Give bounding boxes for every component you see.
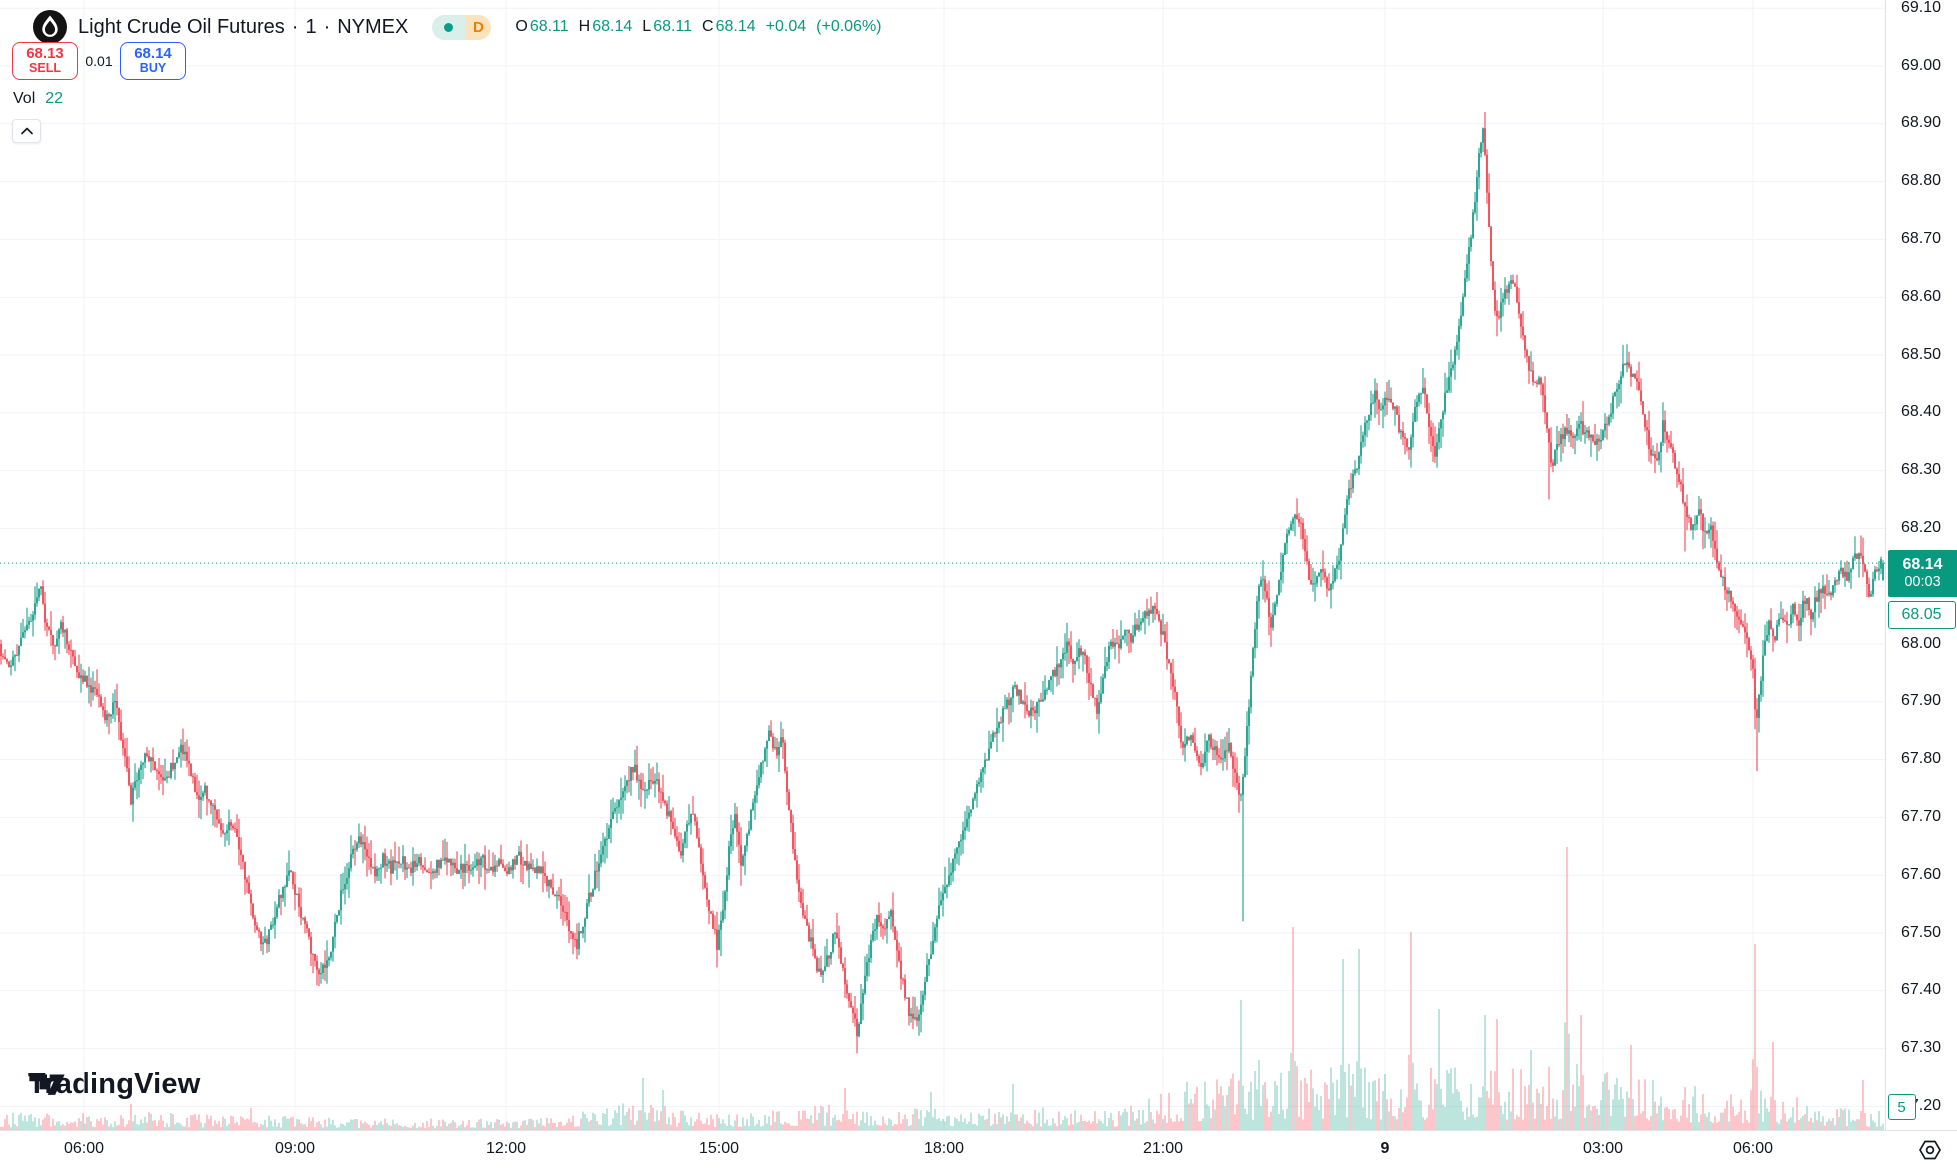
axis-small-badge: 5 (1887, 1094, 1916, 1121)
chart-plot-area[interactable]: TradingView (0, 0, 1885, 1130)
price-axis-label: 68.30 (1901, 461, 1942, 479)
price-alert-badge[interactable]: 68.05 (1887, 601, 1956, 630)
buy-button[interactable]: 68.14 BUY (120, 42, 186, 80)
volume-readout: Vol 22 (13, 90, 63, 108)
bar-countdown: 00:03 (1904, 574, 1941, 591)
price-axis-label: 69.00 (1901, 56, 1942, 74)
market-status-dot-icon (444, 22, 454, 32)
tradingview-logo-icon (29, 1074, 65, 1095)
current-price-value: 68.14 (1902, 556, 1943, 574)
price-axis-label: 67.90 (1901, 692, 1942, 710)
spread-value: 0.01 (85, 53, 113, 69)
time-axis-label: 9 (1380, 1140, 1390, 1157)
change-percent: (+0.06%) (816, 18, 882, 35)
trade-buttons: 68.13 SELL 0.01 68.14 BUY (12, 42, 186, 80)
price-axis-label: 67.50 (1901, 923, 1942, 941)
candle-wicks-up (10, 127, 1884, 1038)
volume-bars-down (0, 847, 1878, 1130)
time-axis-label: 09:00 (274, 1140, 316, 1157)
volume-value: 22 (45, 90, 64, 107)
price-axis-label: 68.70 (1901, 229, 1942, 247)
price-axis-label: 68.20 (1901, 518, 1942, 536)
candle-bodies-up (10, 128, 1884, 1037)
collapse-legend-button[interactable] (12, 119, 41, 143)
symbol-logo-oil-drop-icon (33, 10, 67, 44)
symbol-name: Light Crude Oil Futures (78, 15, 285, 38)
time-axis-label: 12:00 (485, 1140, 527, 1157)
price-axis[interactable]: 68.14 00:03 68.05 5 67.20 67.30 67.40 67.50… (1885, 0, 1957, 1130)
market-open-indicator[interactable] (432, 14, 466, 40)
market-status-pill[interactable]: D (432, 14, 492, 40)
time-axis-label: 21:00 (1142, 1140, 1184, 1157)
low-value: 68.11 (653, 18, 693, 35)
tradingview-watermark[interactable]: TradingView (28, 1068, 201, 1101)
price-axis-label: 68.40 (1901, 403, 1942, 421)
buy-price: 68.14 (134, 44, 172, 62)
volume-bars-up (10, 949, 1884, 1130)
open-value: 68.11 (529, 18, 569, 35)
price-axis-label: 67.60 (1901, 865, 1942, 883)
time-axis-label: 18:00 (923, 1140, 965, 1157)
current-price-badge: 68.14 00:03 (1887, 550, 1957, 598)
time-axis[interactable]: 06:00 09:00 12:00 15:00 18:00 21:00 9 03:00 06:0… (0, 1130, 1957, 1170)
time-axis-label: 06:00 (1732, 1140, 1774, 1157)
candle-bodies-down (0, 128, 1878, 1037)
price-axis-label: 67.40 (1901, 981, 1942, 999)
chevron-up-icon (20, 127, 33, 135)
price-axis-label: 68.90 (1901, 114, 1942, 132)
symbol-exchange: NYMEX (337, 15, 409, 38)
price-axis-label: 68.00 (1901, 634, 1942, 652)
time-axis-label: 03:00 (1582, 1140, 1624, 1157)
sell-button[interactable]: 68.13 SELL (12, 42, 78, 80)
symbol-title[interactable]: Light Crude Oil Futures · 1 · NYMEX (78, 15, 409, 38)
daily-interval-badge[interactable]: D (465, 14, 492, 40)
price-axis-label: 67.30 (1901, 1039, 1942, 1057)
time-axis-label: 06:00 (63, 1140, 105, 1157)
sell-price: 68.13 (26, 44, 64, 62)
price-axis-label: 68.50 (1901, 345, 1942, 363)
price-axis-label: 68.60 (1901, 287, 1942, 305)
volume-label: Vol (13, 90, 36, 107)
candlestick-chart (0, 0, 1885, 1130)
symbol-interval: 1 (305, 15, 317, 38)
time-axis-label: 15:00 (698, 1140, 740, 1157)
close-value: 68.14 (715, 18, 756, 35)
high-value: 68.14 (592, 18, 633, 35)
price-axis-label: 69.10 (1901, 0, 1942, 16)
change-value: +0.04 (765, 18, 807, 35)
price-axis-label: 68.80 (1901, 172, 1942, 190)
price-axis-label: 67.70 (1901, 807, 1942, 825)
price-axis-label: 67.80 (1901, 750, 1942, 768)
eye-settings-icon[interactable] (1913, 1136, 1947, 1164)
ohlc-readout: O 68.11 H 68.14 L 68.11 C 68.14 +0.04 (+0.06… (515, 18, 882, 35)
